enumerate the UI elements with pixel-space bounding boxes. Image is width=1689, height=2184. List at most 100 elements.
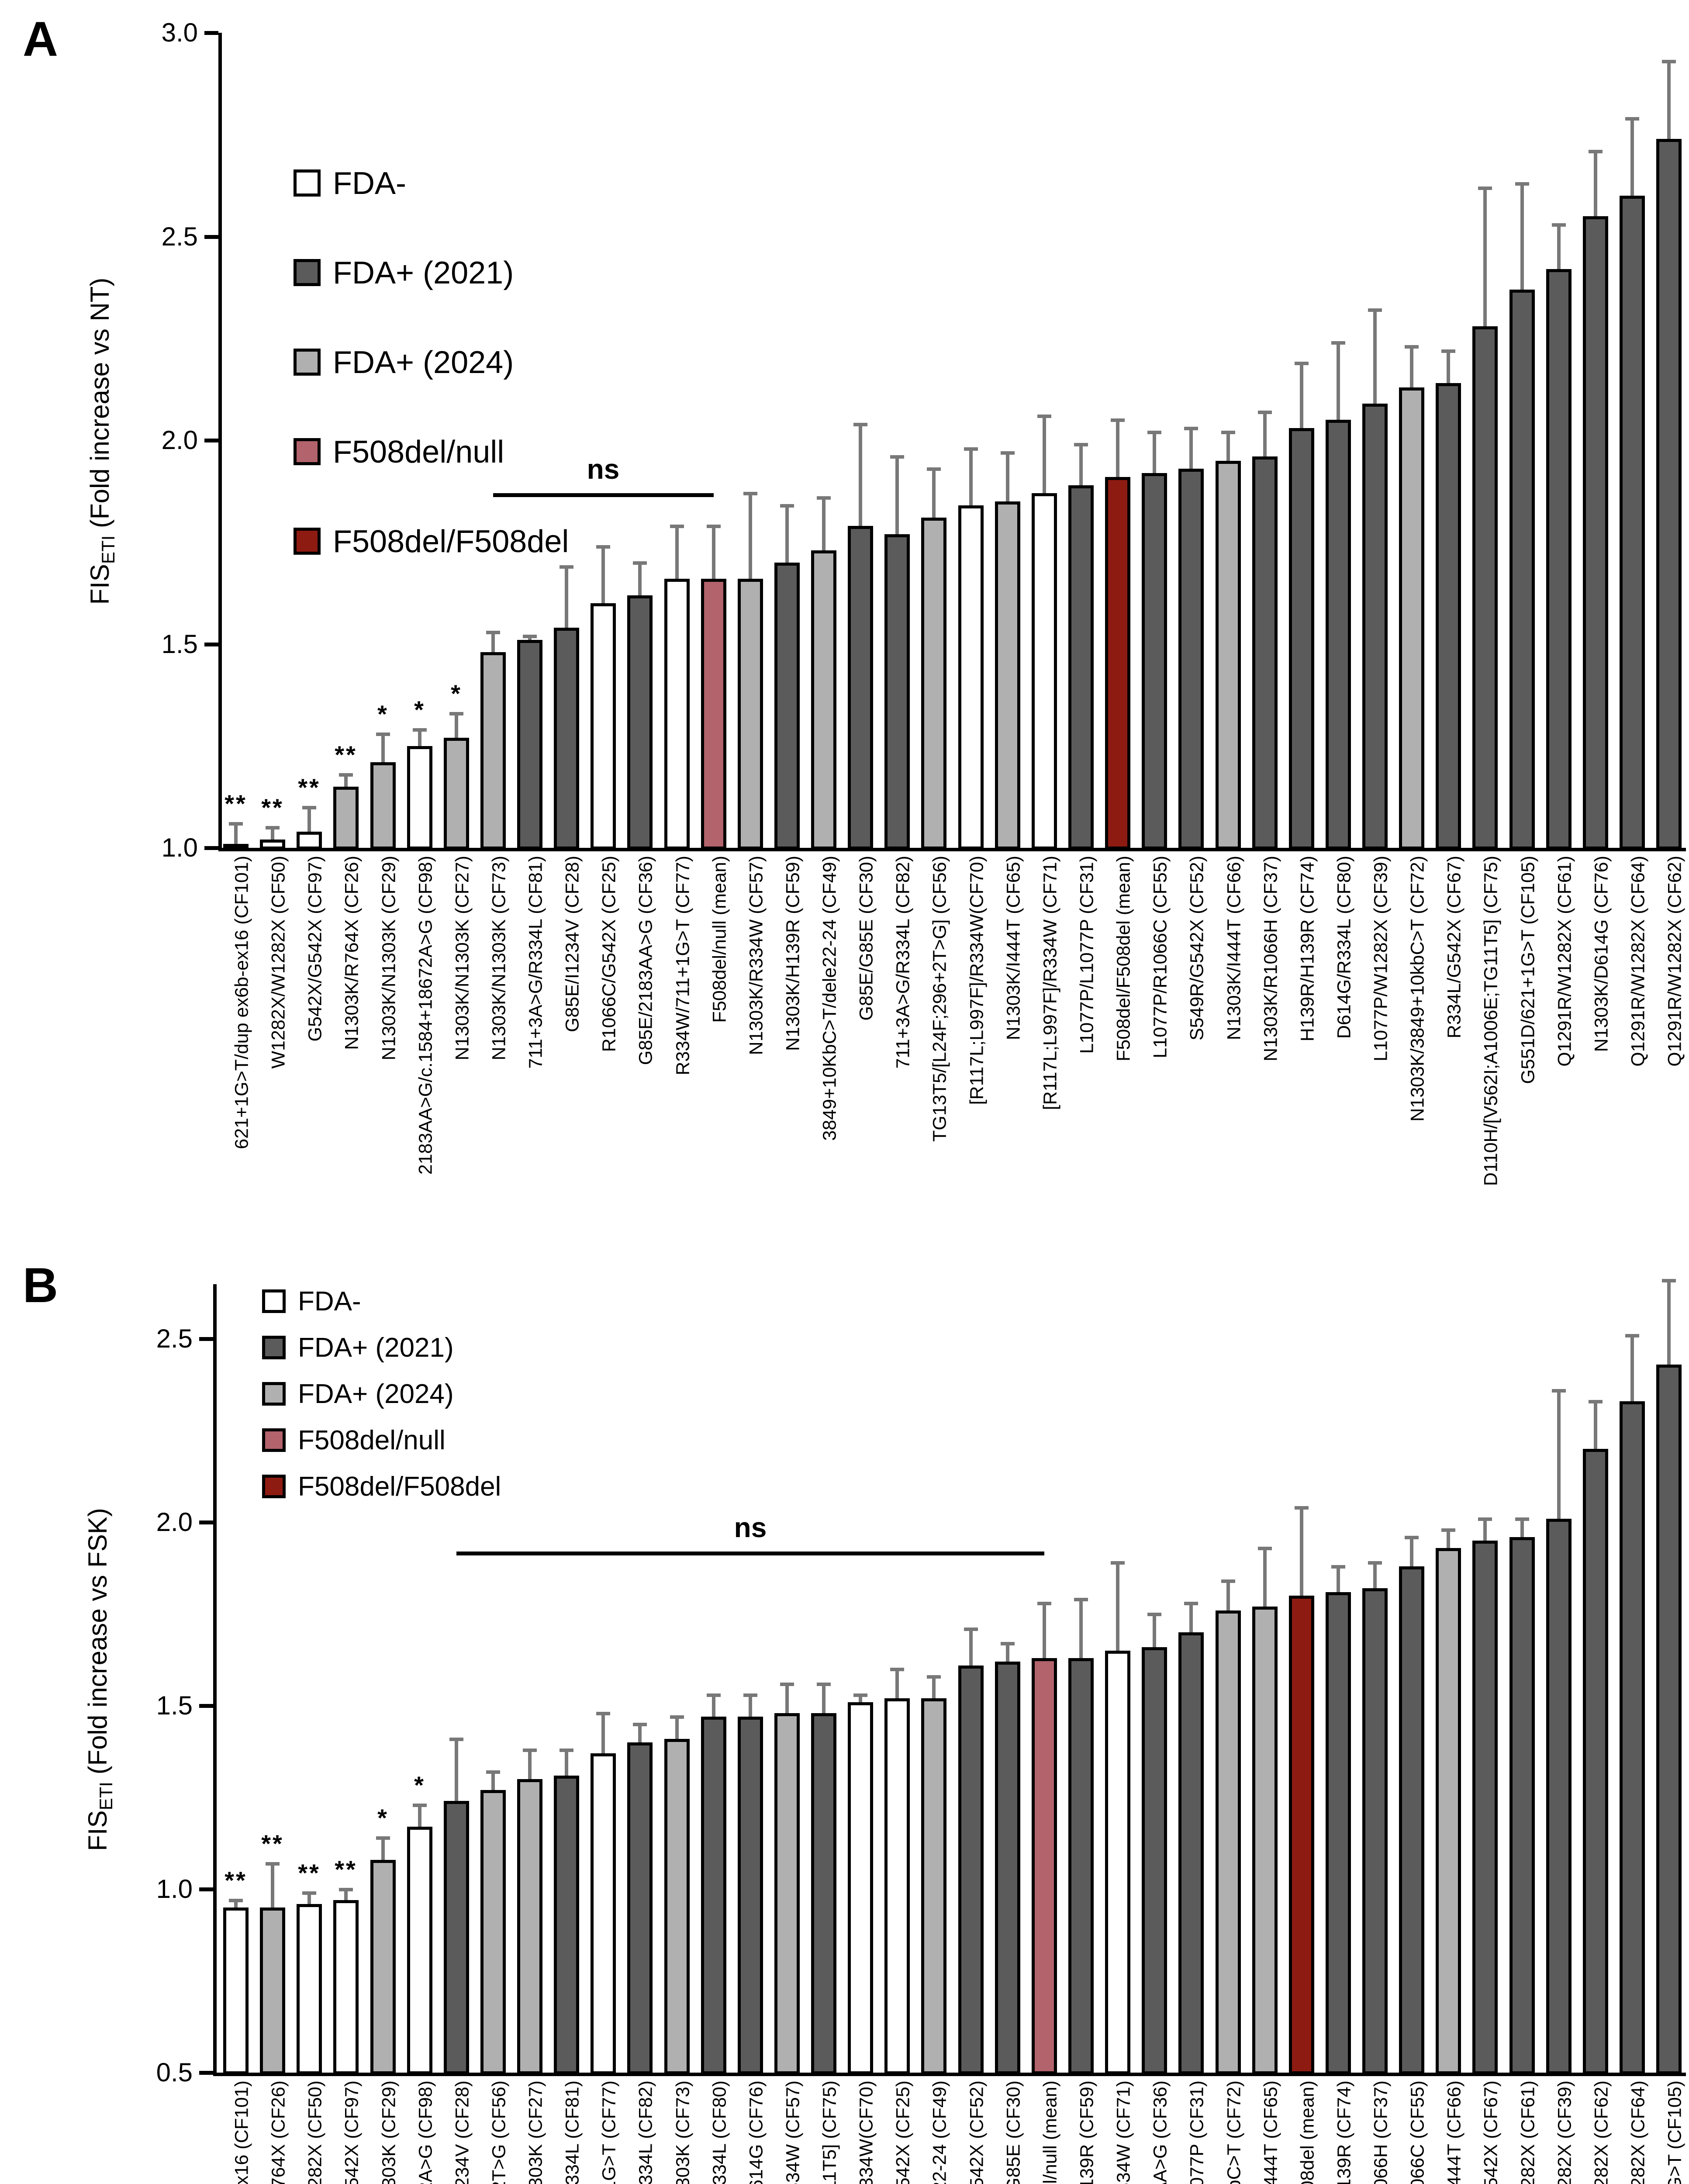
error-bar — [1594, 1401, 1597, 1453]
bar-mean-29 — [1289, 1596, 1314, 2074]
x-label: D614G/R334L (CF80) — [1333, 856, 1355, 1039]
bar-CF97-2 — [297, 832, 322, 850]
bar-CF70-20 — [958, 505, 984, 850]
error-bar-cap — [1001, 1642, 1015, 1645]
x-label: Q1291R/W1282X (CF62) — [1664, 856, 1686, 1067]
y-axis-title: FISETI (Fold increase vs NT) — [85, 278, 119, 605]
bar-CF72-32 — [1399, 387, 1424, 850]
x-axis-line — [218, 848, 1686, 851]
bar-mean-24 — [1105, 477, 1130, 850]
error-bar-cap — [853, 1693, 867, 1697]
error-bar — [455, 713, 458, 742]
error-bar — [1189, 1603, 1193, 1637]
error-bar — [271, 827, 274, 844]
x-label: R1066C/G542X (CF25) — [892, 2080, 914, 2184]
error-bar — [418, 729, 421, 750]
x-label: N1303K/N1303K (CF29) — [378, 2080, 400, 2184]
x-label: D110H/[V562I;A1006E;TG11T5] (CF75) — [819, 2080, 841, 2184]
bar-CF59-23 — [1068, 1658, 1094, 2074]
significance-marker: ** — [225, 790, 247, 817]
significance-marker: ** — [335, 741, 357, 768]
bar-CF77-12 — [664, 579, 690, 850]
bar-CF61-36 — [1546, 269, 1572, 850]
error-bar-cap — [560, 1749, 573, 1752]
error-bar-cap — [890, 455, 904, 459]
bar-CF55-32 — [1399, 1566, 1424, 2074]
x-label: G551D/621+1G>T (CF105) — [1665, 2080, 1686, 2184]
error-bar — [1337, 342, 1340, 424]
bar-CF55-25 — [1142, 473, 1167, 850]
error-bar-cap — [302, 1891, 316, 1895]
error-bar-cap — [707, 1693, 721, 1697]
x-label: L1077P/R1066C (CF55) — [1150, 856, 1171, 1058]
error-bar — [1263, 1548, 1267, 1611]
error-bar — [859, 1695, 862, 1707]
panel-a: A FISETI (Fold increase vs NT) 1.0 1.5 2.0 2.… — [23, 12, 1686, 1186]
x-label: R1066C/G542X (CF25) — [598, 856, 620, 1052]
error-bar — [528, 1750, 532, 1783]
error-bar — [271, 1863, 274, 1912]
y-tick-label: 1.5 — [156, 1691, 193, 1720]
bar-CF39-31 — [1362, 404, 1388, 850]
x-label: G85E/G85E (CF30) — [856, 856, 877, 1021]
error-bar — [1630, 1335, 1634, 1406]
x-label: N1303K/I444T (CF65) — [1260, 2080, 1281, 2184]
significance-marker: ** — [225, 1866, 247, 1894]
bar-CF101-0 — [223, 1908, 249, 2074]
x-label: R334W/711+1G>T (CF77) — [599, 2080, 620, 2184]
error-bar-cap — [1478, 187, 1492, 190]
error-bar-cap — [1184, 427, 1198, 430]
x-label: R117L;L997F/R334W(CF70) — [856, 2080, 877, 2184]
bar-CF27-8 — [517, 1779, 542, 2074]
error-bar — [1557, 1390, 1561, 1523]
y-tick-label: 2.5 — [161, 222, 198, 251]
bar-CF50-2 — [297, 1904, 322, 2074]
bar-CF66-33 — [1436, 1548, 1461, 2074]
bar-CF71-22 — [1032, 493, 1057, 850]
x-label: N1303K/D614G (CF76) — [746, 2080, 767, 2184]
legend-swatch-fda_2024 — [294, 349, 321, 376]
legend-label-fda_minus: FDA- — [333, 166, 406, 201]
y-axis-title-prefix: FIS — [85, 564, 114, 605]
bar-CF76-14 — [738, 1717, 763, 2074]
bar-CF65-28 — [1252, 1607, 1278, 2074]
x-label: L1077P/W1282X (CF39) — [1554, 2080, 1575, 2184]
x-label: TG13T5/L24F;296+2T>G (CF56) — [489, 2080, 510, 2184]
bar-CF65-21 — [995, 501, 1020, 850]
x-label: G85E/G85E (CF30) — [1003, 2080, 1024, 2184]
y-axis-title-suffix: (Fold increase vs NT) — [85, 277, 114, 536]
ns-bracket-label: ns — [734, 1512, 767, 1543]
x-label: L1077P/W1282X (CF39) — [1370, 856, 1392, 1061]
bar-CF29-4 — [370, 1860, 396, 2074]
error-bar — [895, 1669, 899, 1703]
bar-CF76-37 — [1583, 216, 1608, 850]
bar-CF36-25 — [1142, 1647, 1167, 2074]
x-label: R117L;L997F/R334W (CF71) — [1113, 2080, 1135, 2184]
bar-CF39-36 — [1546, 1519, 1572, 2074]
bar-CF101-0 — [223, 844, 249, 850]
x-label: Q1291R/W1282X (CF62) — [1591, 2080, 1613, 2184]
x-label: D110H/[V562I;A1006E;TG11T5] (CF75) — [1480, 856, 1502, 1186]
error-bar — [895, 456, 899, 538]
error-bar — [932, 469, 936, 522]
error-bar-cap — [853, 423, 867, 426]
bar-CF26-1 — [260, 1908, 285, 2074]
y-axis-title-suffix: (Fold increase vs FSK) — [83, 1508, 112, 1782]
error-bar — [1410, 1537, 1413, 1571]
error-bar-cap — [780, 504, 794, 508]
x-label: N1303K/R334W (CF57) — [746, 856, 767, 1055]
bar-CF98-5 — [407, 1827, 432, 2074]
bar-mean-22 — [1032, 1658, 1057, 2074]
panel-letter: B — [23, 1258, 58, 1313]
x-label: 711+3A>G/R334L (CF81) — [562, 2080, 584, 2184]
x-label: S549R/G542X (CF52) — [966, 2080, 988, 2184]
legend-swatch-fda_minus — [294, 169, 321, 197]
error-bar-cap — [743, 1693, 757, 1697]
legend-label-f508_null: F508del/null — [333, 435, 504, 470]
error-bar — [749, 493, 752, 583]
x-label: 711+3A>G/R334L (CF82) — [892, 856, 914, 1069]
x-label: N1303K/3849+10kbC>T (CF72) — [1224, 2080, 1245, 2184]
error-bar — [675, 1717, 679, 1743]
bar-CF72-27 — [1216, 1610, 1241, 2074]
